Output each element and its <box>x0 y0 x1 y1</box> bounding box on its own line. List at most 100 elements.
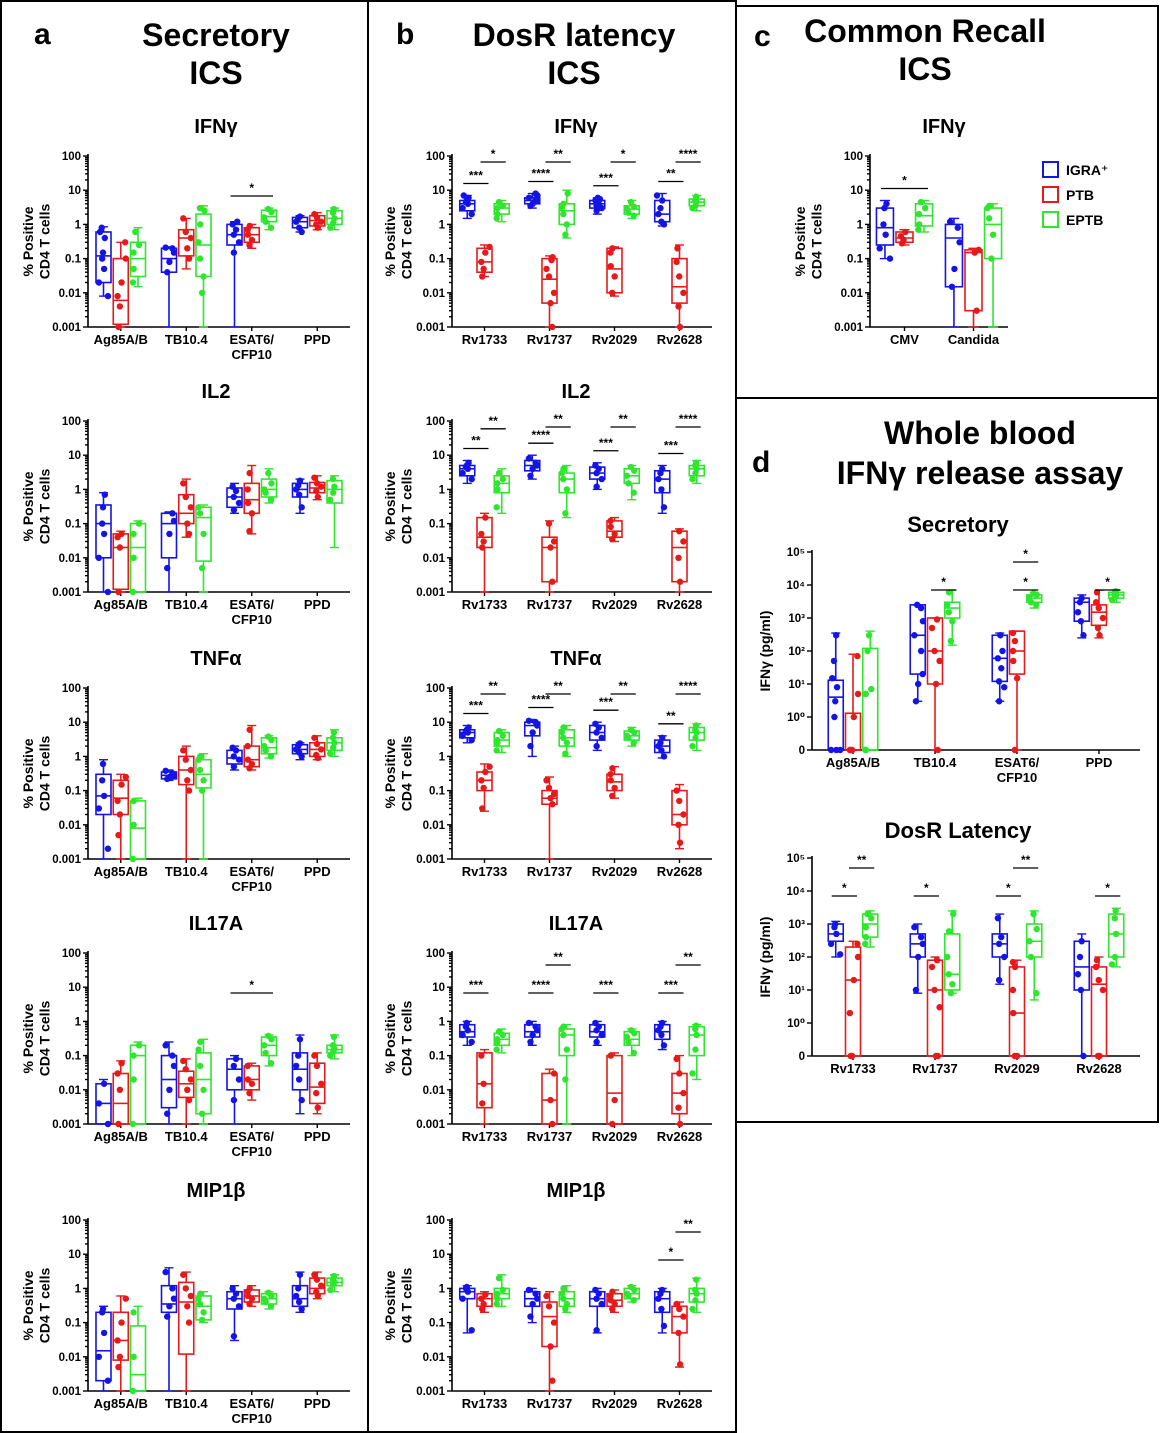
data-point <box>180 1271 187 1278</box>
data-point <box>560 465 567 473</box>
data-point <box>545 520 553 527</box>
data-point <box>912 698 920 705</box>
data-point <box>558 1290 566 1297</box>
data-point <box>607 262 614 270</box>
data-point <box>296 213 304 220</box>
x-tick-label: Ag85A/B <box>94 332 148 347</box>
data-point <box>265 1032 272 1039</box>
panel-letter-a: a <box>34 18 51 51</box>
chart-d-dosr: IFNγ (pg/ml) 0 10⁰ 10¹ 10² 10³ 10⁴ 10⁵ Rv1733 Rv1… <box>757 853 1140 1076</box>
data-point <box>195 1295 202 1302</box>
data-point <box>313 751 320 759</box>
significance-annotation: *** <box>593 171 619 187</box>
x-tick-label: Rv1737 <box>527 864 573 879</box>
data-point <box>459 469 466 477</box>
data-point <box>482 1291 489 1298</box>
data-point <box>200 777 207 784</box>
box-eptb <box>326 1033 343 1060</box>
y-tick-label: 10⁴ <box>787 580 806 592</box>
data-point <box>931 986 938 994</box>
data-point <box>230 493 238 501</box>
data-point <box>563 486 571 493</box>
data-point <box>995 940 1003 948</box>
data-point <box>104 292 112 300</box>
data-point <box>118 1059 125 1067</box>
data-point <box>313 1288 320 1295</box>
data-point <box>130 530 137 538</box>
box-ptb <box>926 616 944 754</box>
box-iqr <box>991 933 1009 958</box>
x-tick-label: CFP10 <box>232 347 272 362</box>
data-point <box>532 459 539 466</box>
significance-label: * <box>621 147 626 161</box>
significance-label: **** <box>532 167 551 181</box>
data-point <box>184 777 191 784</box>
panel-b-title-line2: ICS <box>547 55 600 91</box>
data-point <box>493 747 500 754</box>
data-point <box>868 685 875 693</box>
y-tick-label: 0.1 <box>65 1318 82 1330</box>
data-point <box>593 207 600 214</box>
box-igra <box>160 1267 178 1392</box>
data-point <box>162 1268 169 1276</box>
significance-annotation: ** <box>658 167 684 183</box>
data-point <box>659 1019 666 1027</box>
box-ptb <box>606 245 623 297</box>
data-point <box>950 910 957 918</box>
data-point <box>529 729 536 736</box>
data-point <box>494 1290 501 1297</box>
y-tick-label: 0.001 <box>416 1119 445 1131</box>
box-eptb <box>861 910 879 948</box>
box-iqr <box>112 257 130 326</box>
box-iqr <box>671 257 688 304</box>
data-point <box>296 1271 304 1278</box>
x-tick-label: Rv2628 <box>657 1129 703 1144</box>
data-point <box>244 742 251 750</box>
data-point <box>525 717 533 724</box>
chart-b-il17a: IL17A % PositiveCD4 T cells 0.001 0.01 0.1 1 1… <box>382 913 712 1144</box>
data-point <box>673 1055 680 1063</box>
box-eptb <box>623 726 641 747</box>
box-igra <box>875 199 895 262</box>
data-point <box>558 729 566 736</box>
data-point <box>499 732 506 740</box>
data-point <box>493 504 500 511</box>
data-point <box>527 1313 534 1320</box>
x-tick-label: Rv1737 <box>527 597 573 612</box>
data-point <box>261 1042 268 1049</box>
box-ptb <box>1008 958 1026 1060</box>
data-point <box>549 1377 556 1384</box>
data-point <box>169 510 176 517</box>
box-igra <box>95 491 112 596</box>
y-tick-label: 0.1 <box>429 1318 446 1330</box>
data-point <box>676 1120 684 1128</box>
legend-swatch-igra <box>1042 161 1059 178</box>
data-point <box>494 1036 501 1043</box>
x-tick-label: ESAT6/ <box>995 755 1040 770</box>
data-point <box>200 1309 207 1316</box>
x-tick-label: TB10.4 <box>165 332 208 347</box>
significance-label: ** <box>553 679 563 693</box>
data-point <box>1078 938 1085 945</box>
data-point <box>659 1286 666 1294</box>
data-point <box>673 258 680 266</box>
box-igra <box>909 601 927 705</box>
box-igra <box>291 740 309 761</box>
data-point <box>680 811 687 818</box>
data-point <box>550 538 558 545</box>
data-point <box>680 1313 687 1320</box>
data-point <box>164 269 171 276</box>
significance-label: ** <box>553 950 563 964</box>
data-point <box>465 459 472 466</box>
data-point <box>197 753 204 760</box>
significance-annotation: **** <box>675 679 701 695</box>
x-tick-label: Rv2628 <box>657 597 703 612</box>
data-point <box>689 742 696 750</box>
data-point <box>598 1031 605 1039</box>
data-point <box>998 933 1005 941</box>
data-point <box>676 578 684 585</box>
data-point <box>676 839 684 846</box>
data-point <box>130 1309 137 1316</box>
data-point <box>185 530 193 538</box>
data-point <box>244 1062 251 1070</box>
